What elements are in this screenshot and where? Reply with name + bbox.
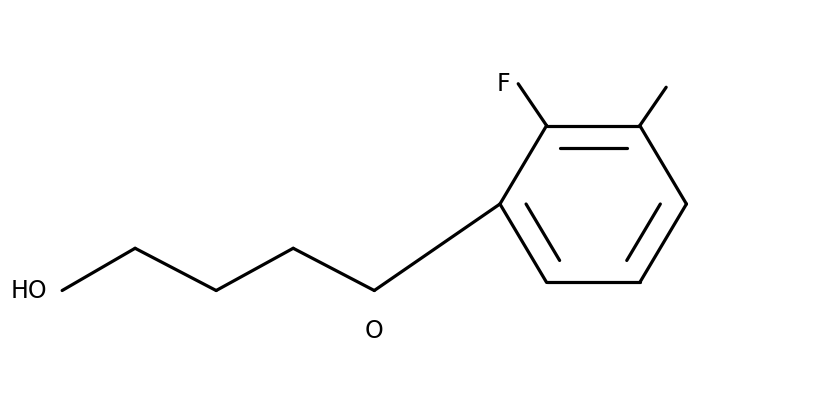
Text: F: F bbox=[496, 72, 510, 96]
Text: O: O bbox=[365, 319, 384, 343]
Text: HO: HO bbox=[11, 279, 48, 302]
